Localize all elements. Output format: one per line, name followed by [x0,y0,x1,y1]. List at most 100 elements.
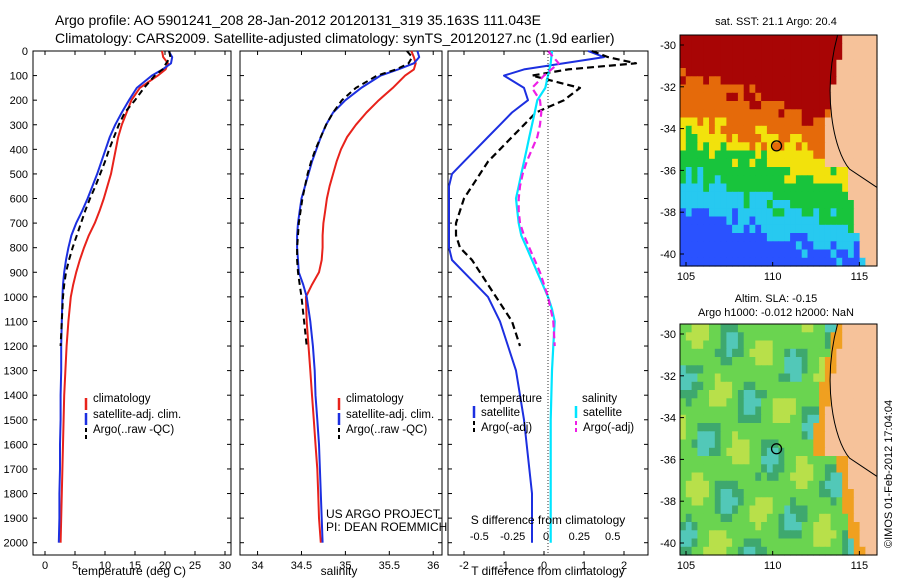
map-pixel [865,505,872,515]
map-pixel [819,51,826,61]
map-pixel [865,233,872,242]
map-pixel [819,414,826,424]
map-pixel [784,340,791,350]
map-pixel [865,142,872,152]
map-pixel [801,191,809,201]
map-pixel [824,68,832,77]
map-pixel [691,357,698,366]
map-pixel [778,101,785,110]
map-pixel [732,324,739,333]
map-pixel [726,76,733,86]
map-pixel [790,191,797,201]
map-pixel [755,456,762,465]
map-pixel [703,200,710,209]
map-pixel [778,84,785,94]
map-pixel [836,183,843,193]
map-pixel [772,43,780,53]
map-pixel [766,43,774,53]
map-pixel [749,505,756,515]
map-pixel [830,324,837,333]
map-pixel [772,522,780,531]
map-pixel [853,456,861,465]
map-pixel [836,150,843,160]
map-pixel [680,348,687,358]
map-pixel [720,59,727,69]
map-pixel [859,414,866,424]
map-pixel [824,249,832,259]
map-pixel [697,59,704,69]
map-pixel [801,324,809,333]
map-pixel [830,505,837,515]
map-pixel [697,76,704,86]
map-pixel [842,233,849,242]
map-pixel [737,546,745,556]
map-pixel [680,175,687,185]
map-pixel [859,447,866,457]
map-pixel [830,464,837,474]
map-pixel [766,257,774,267]
map-pixel [714,59,722,69]
map-pixel [714,216,722,226]
map-pixel [848,381,855,391]
map-pixel [819,92,826,102]
map-pixel [772,84,780,94]
map-pixel [801,51,809,61]
map-pixel [709,208,716,218]
map-pixel [836,489,843,498]
map-pixel [778,340,785,350]
map-pixel [680,208,687,218]
map-pixel [737,233,745,242]
map-pixel [755,117,762,127]
map-pixel [714,390,722,399]
map-pixel [709,447,716,457]
map-pixel [859,68,866,77]
map-pixel [819,464,826,474]
map-pixel [709,167,716,176]
map-pixel [848,150,855,160]
map-pixel [836,59,843,69]
map-pixel [824,373,832,383]
map-pixel [865,390,872,399]
map-pixel [801,431,809,441]
map-pixel [824,390,832,399]
map-pixel [778,530,785,540]
map-pixel [737,35,745,44]
map-pixel [703,489,710,498]
map-pixel [743,109,751,119]
map-pixel [714,340,722,350]
map-pixel [685,76,693,86]
map-pixel [685,59,693,69]
map-pixel [761,158,768,168]
map-pixel [865,373,872,383]
map-pixel [813,464,820,474]
map-pixel [848,464,855,474]
map-pixel [772,365,780,375]
depth-tick-label: 1000 [4,292,28,304]
map-pixel [714,357,722,366]
map-pixel [726,324,733,333]
map-pixel [865,530,872,540]
map-pixel [778,200,785,209]
map-pixel [830,249,837,259]
map-pixel [755,158,762,168]
map-pixel [801,373,809,383]
map-pixel [749,51,756,61]
map-pixel [836,390,843,399]
map-pixel [778,398,785,408]
map-pixel [761,183,768,193]
x-tick-label: 10 [99,560,111,572]
map-pixel [778,522,785,531]
map-pixel [830,472,837,482]
map-pixel [697,538,704,548]
map-pixel [853,464,861,474]
map-pixel [853,76,861,86]
map-pixel [691,365,698,375]
x-tick-label: 0 [42,560,48,572]
map-pixel [813,489,820,498]
map-pixel [743,68,751,77]
map-pixel [859,324,866,333]
map-pixel [824,167,832,176]
map-y-tick-label: -36 [660,165,676,177]
map-pixel [836,472,843,482]
map-pixel [732,431,739,441]
